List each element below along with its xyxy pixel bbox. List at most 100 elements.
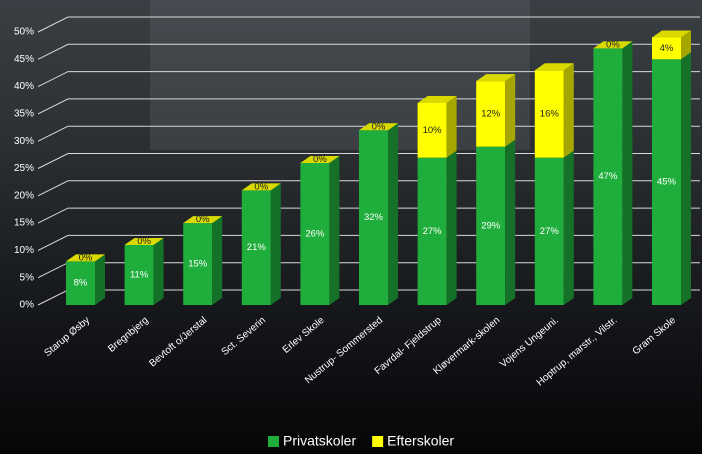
bar-top <box>359 123 398 131</box>
grid-line <box>37 71 700 88</box>
legend-swatch <box>268 436 279 447</box>
bar-top <box>183 216 223 224</box>
bar-front <box>183 223 213 305</box>
bar-segment <box>359 123 398 305</box>
bar-top <box>241 183 281 191</box>
bar-top <box>652 30 691 38</box>
data-label: 0% <box>137 236 151 247</box>
data-label: 0% <box>254 181 268 192</box>
data-label: 8% <box>74 278 88 289</box>
bar-segment <box>652 30 691 60</box>
data-label: 16% <box>540 108 560 119</box>
y-tick-label: 5% <box>20 272 35 283</box>
bar-front <box>241 190 271 305</box>
bar-front <box>652 37 681 60</box>
bar-front <box>359 130 388 305</box>
data-label: 12% <box>481 108 501 119</box>
y-tick-label: 50% <box>14 27 34 38</box>
bar-segment <box>300 156 340 164</box>
y-tick-label: 35% <box>14 109 34 120</box>
data-label: 15% <box>188 259 208 270</box>
data-label: 32% <box>364 212 384 223</box>
data-label: 11% <box>130 269 149 280</box>
bar-segment <box>124 237 164 245</box>
data-label: 26% <box>305 229 325 240</box>
bar-side <box>446 95 457 158</box>
y-tick-label: 45% <box>14 54 34 65</box>
bar-side <box>329 156 340 305</box>
background-building <box>150 0 530 150</box>
bar-front <box>476 81 506 147</box>
bar-front <box>124 244 154 305</box>
y-tick-label: 25% <box>14 163 34 174</box>
data-label: 21% <box>247 242 267 253</box>
data-label: 27% <box>540 226 560 237</box>
bar-segment <box>593 41 633 49</box>
data-label: 0% <box>372 121 386 132</box>
grid-line <box>37 43 700 60</box>
bar-segment <box>124 237 164 305</box>
bar-segment <box>359 123 398 131</box>
bar-side <box>681 30 691 60</box>
data-label: 0% <box>79 252 93 263</box>
bar-side <box>95 254 105 305</box>
bar-side <box>446 150 457 305</box>
bar-side <box>563 150 574 305</box>
bar-segment <box>417 95 457 158</box>
bar-front <box>652 59 681 305</box>
y-tick-label: 40% <box>14 81 34 92</box>
bar-segment <box>652 52 691 305</box>
bar-top <box>476 74 516 82</box>
data-label: 27% <box>423 226 443 237</box>
data-label: 45% <box>657 177 677 188</box>
bar-side <box>153 237 164 305</box>
legend-label: Privatskoler <box>283 433 356 449</box>
bar-front <box>534 70 564 158</box>
data-label: 29% <box>481 220 501 231</box>
bar-front <box>593 48 623 305</box>
bar-segment <box>534 63 574 158</box>
bar-segment <box>66 254 105 262</box>
bar-segment <box>241 183 281 191</box>
bar-side <box>505 139 516 305</box>
data-label: 4% <box>660 43 674 54</box>
bar-side <box>681 52 691 305</box>
grid-line <box>37 16 700 33</box>
bar-front <box>300 163 330 305</box>
bar-segment <box>476 74 516 147</box>
bar-top <box>593 41 633 49</box>
bar-side <box>563 63 574 158</box>
data-label: 0% <box>196 214 210 225</box>
bar-top <box>534 63 574 71</box>
bar-side <box>388 123 398 305</box>
bar-top <box>417 95 457 103</box>
bar-top <box>124 237 164 245</box>
bar-side <box>505 74 516 147</box>
y-tick-label: 10% <box>14 245 34 256</box>
data-label: 10% <box>423 125 443 136</box>
data-label: 47% <box>598 171 618 182</box>
bar-front <box>417 157 447 305</box>
y-tick-label: 15% <box>14 218 34 229</box>
data-label: 0% <box>313 154 327 165</box>
y-tick-label: 20% <box>14 190 34 201</box>
bar-side <box>622 41 633 305</box>
bar-front <box>534 157 564 305</box>
bar-side <box>270 183 281 305</box>
y-tick-label: 30% <box>14 136 34 147</box>
bar-front <box>476 146 506 305</box>
bar-top <box>66 254 105 262</box>
legend-label: Efterskoler <box>387 433 454 449</box>
data-label: 0% <box>606 39 620 50</box>
bar-front <box>66 261 95 305</box>
y-tick-label: 0% <box>20 300 35 311</box>
legend-swatch <box>372 436 384 447</box>
bar-segment <box>183 216 223 224</box>
bar-front <box>417 102 447 158</box>
bar-side <box>212 216 223 305</box>
bar-segment <box>593 41 633 305</box>
bar-top <box>300 156 340 164</box>
